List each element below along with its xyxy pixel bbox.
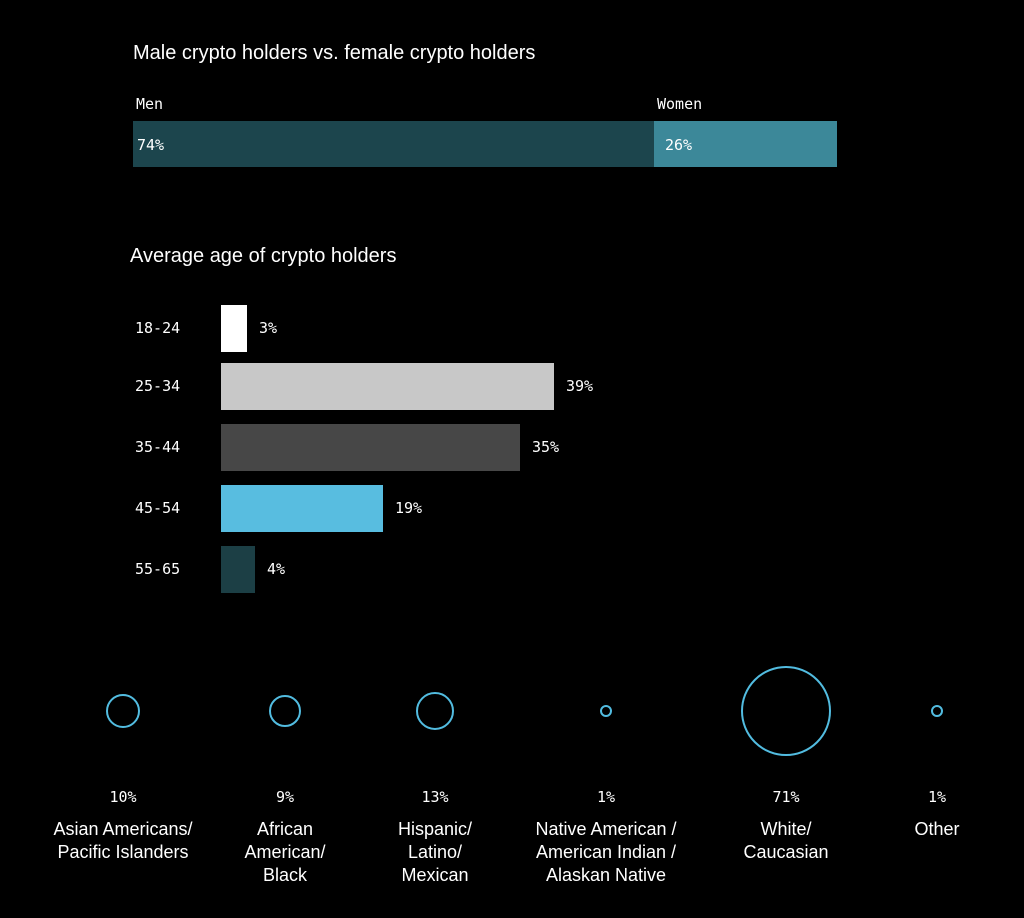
ethnicity-bubble — [600, 705, 612, 717]
ethnicity-bubble — [416, 692, 454, 730]
age-category-label: 45-54 — [135, 499, 181, 517]
ethnicity-label: Hispanic/ Latino/ Mexican — [397, 819, 473, 885]
age-bar — [221, 546, 255, 593]
age-bar — [221, 363, 554, 410]
age-bar-value: 3% — [259, 319, 278, 337]
ethnicity-value: 1% — [596, 788, 616, 806]
women-bar-value: 26% — [665, 136, 693, 154]
women-bar: 26% — [654, 121, 837, 167]
women-legend-label: Women — [657, 95, 703, 113]
age-bar-value: 35% — [532, 438, 560, 456]
age-bar-value: 19% — [395, 499, 423, 517]
ethnicity-bubble — [931, 705, 943, 717]
ethnicity-value: 13% — [421, 788, 449, 806]
age-bar-value: 4% — [267, 560, 286, 578]
ethnicity-label: Native American / American Indian / Alas… — [535, 819, 677, 885]
age-bar — [221, 305, 247, 352]
ethnicity-value: 10% — [109, 788, 137, 806]
age-bar — [221, 424, 520, 471]
age-category-label: 18-24 — [135, 319, 181, 337]
gender-chart-title: Male crypto holders vs. female crypto ho… — [133, 42, 536, 64]
ethnicity-label: Other — [914, 819, 960, 839]
men-bar: 74% — [133, 121, 654, 167]
ethnicity-value: 9% — [275, 788, 295, 806]
ethnicity-label: Asian Americans/ Pacific Islanders — [53, 819, 193, 862]
ethnicity-label: White/ Caucasian — [743, 819, 829, 862]
men-bar-value: 74% — [137, 136, 165, 154]
ethnicity-value: 71% — [772, 788, 800, 806]
men-legend-label: Men — [136, 95, 164, 113]
ethnicity-value: 1% — [927, 788, 947, 806]
age-category-label: 35-44 — [135, 438, 181, 456]
ethnicity-bubble — [269, 695, 301, 727]
ethnicity-bubble — [741, 666, 831, 756]
age-chart-title: Average age of crypto holders — [130, 245, 397, 267]
age-bar — [221, 485, 383, 532]
age-category-label: 55-65 — [135, 560, 181, 578]
age-category-label: 25-34 — [135, 377, 181, 395]
age-bar-value: 39% — [566, 377, 594, 395]
ethnicity-label: African American/ Black — [244, 819, 326, 885]
ethnicity-bubble — [106, 694, 140, 728]
